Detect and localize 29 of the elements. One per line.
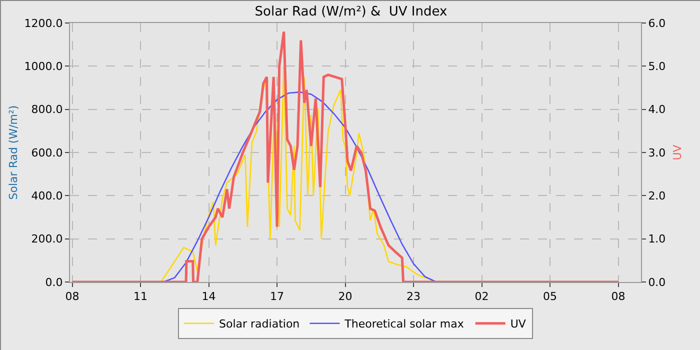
x-tick-label: 17	[270, 290, 284, 304]
chart-title: Solar Rad (W/m²) & UV Index	[254, 4, 448, 20]
legend-label: Solar radiation	[219, 318, 300, 331]
y-tick-label: 600.0	[31, 146, 63, 160]
x-tick-label: 05	[543, 290, 557, 304]
y2-tick-label: 4.0	[648, 103, 666, 116]
y-tick-label: 400.0	[31, 190, 63, 203]
y-tick-label: 0.0	[45, 276, 63, 289]
y-tick-label: 1000.0	[24, 60, 63, 74]
x-tick-label: 11	[134, 290, 148, 304]
y-tick-label: 800.0	[31, 103, 63, 116]
legend-label: UV	[510, 318, 526, 331]
y2-tick-label: 5.0	[648, 60, 666, 74]
x-tick-label: 02	[474, 290, 489, 304]
x-tick-label: 08	[611, 290, 626, 304]
y2-axis-title: UV	[670, 144, 684, 160]
x-tick-label: 08	[65, 290, 80, 304]
y-axis-title: Solar Rad (W/m²)	[6, 105, 20, 200]
y2-tick-label: 3.0	[648, 146, 666, 160]
x-tick-label: 23	[406, 290, 421, 304]
y-tick-label: 200.0	[31, 232, 63, 246]
y2-tick-label: 6.0	[648, 16, 666, 30]
y2-tick-label: 1.0	[648, 232, 666, 246]
legend-label: Theoretical solar max	[344, 318, 464, 331]
y-tick-label: 1200.0	[24, 16, 63, 30]
y2-tick-label: 2.0	[648, 190, 666, 203]
x-tick-label: 14	[202, 290, 216, 304]
x-tick-label: 20	[338, 290, 352, 304]
y2-tick-label: 0.0	[648, 276, 666, 289]
